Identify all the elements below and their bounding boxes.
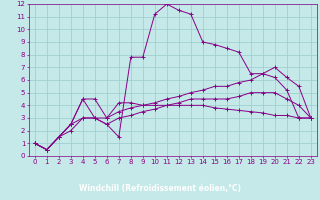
Text: Windchill (Refroidissement éolien,°C): Windchill (Refroidissement éolien,°C) bbox=[79, 184, 241, 193]
